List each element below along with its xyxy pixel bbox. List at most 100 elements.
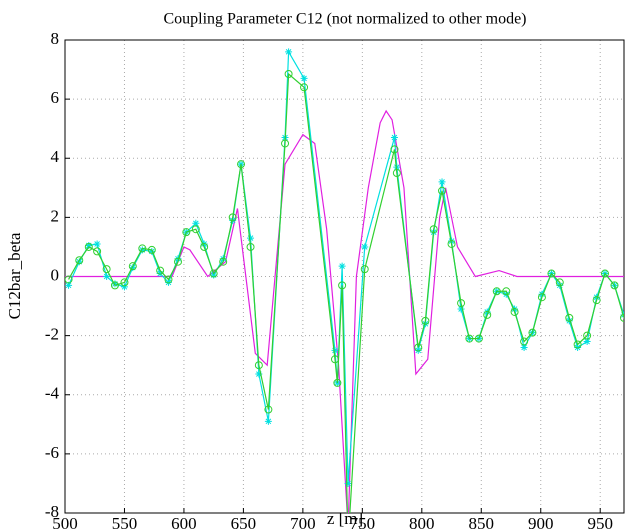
marker (210, 271, 218, 279)
x-tick-label: 850 (469, 514, 495, 530)
marker (474, 334, 483, 343)
y-tick-label: 6 (51, 88, 60, 107)
y-tick-label: 2 (51, 206, 60, 225)
marker (438, 178, 446, 186)
marker (574, 343, 582, 351)
marker (164, 275, 173, 284)
x-tick-label: 650 (231, 514, 257, 530)
x-tick-label: 750 (350, 514, 376, 530)
marker (573, 340, 582, 349)
marker (120, 278, 129, 287)
x-tick-label: 900 (528, 514, 554, 530)
marker (492, 287, 501, 296)
marker (620, 313, 624, 322)
marker (414, 346, 422, 354)
marker (182, 228, 191, 237)
y-tick-label: 8 (51, 29, 60, 48)
marker (344, 479, 352, 487)
x-tick-label: 950 (587, 514, 613, 530)
y-tick-label: -8 (45, 502, 59, 521)
marker (610, 281, 619, 290)
marker (93, 247, 102, 256)
x-tick-label: 550 (112, 514, 138, 530)
series-line (68, 72, 624, 513)
y-tick-label: -2 (45, 325, 59, 344)
marker (174, 255, 182, 263)
series-line (65, 109, 624, 513)
y-tick-label: -6 (45, 443, 59, 462)
marker (192, 219, 200, 227)
marker (228, 213, 237, 222)
marker (390, 145, 399, 154)
marker (75, 256, 84, 265)
marker (510, 307, 519, 316)
marker (191, 225, 200, 234)
y-axis-label: C12bar_beta (5, 232, 24, 319)
marker (219, 255, 227, 263)
x-axis-label: z [m] (327, 509, 363, 528)
marker (75, 258, 83, 266)
marker (129, 264, 137, 272)
marker (520, 343, 528, 351)
marker (84, 242, 93, 251)
marker (284, 69, 293, 78)
marker (392, 169, 401, 178)
marker (338, 262, 346, 270)
marker (93, 240, 101, 248)
marker (593, 293, 601, 301)
marker (164, 278, 172, 286)
marker (360, 265, 369, 274)
marker (457, 305, 465, 313)
x-tick-label: 800 (409, 514, 435, 530)
marker (65, 281, 73, 289)
marker (156, 270, 164, 278)
marker (120, 283, 128, 291)
marker (111, 280, 119, 288)
marker (390, 134, 398, 142)
marker (219, 257, 228, 266)
marker (511, 305, 519, 313)
marker (247, 234, 255, 242)
marker (209, 269, 218, 278)
marker (565, 317, 573, 325)
y-tick-label: 4 (51, 147, 60, 166)
marker (600, 269, 609, 278)
marker (102, 265, 111, 274)
marker (237, 160, 246, 169)
marker (502, 287, 511, 296)
marker (173, 257, 182, 266)
marker (556, 281, 564, 289)
marker (255, 370, 263, 378)
marker (520, 337, 529, 346)
marker (438, 186, 447, 195)
marker (138, 246, 146, 254)
marker (147, 245, 156, 254)
marker (483, 308, 491, 316)
marker (565, 313, 574, 322)
marker (138, 244, 147, 253)
marker (246, 242, 255, 251)
marker (538, 290, 546, 298)
marker (483, 310, 492, 319)
marker (338, 281, 347, 290)
marker (502, 290, 510, 298)
marker (200, 242, 209, 251)
marker (447, 239, 456, 248)
chart-title: Coupling Parameter C12 (not normalized t… (163, 11, 526, 28)
marker (128, 262, 137, 271)
marker (300, 74, 308, 82)
marker (537, 293, 546, 302)
marker (429, 225, 438, 234)
marker (331, 346, 339, 354)
marker (110, 281, 119, 290)
y-tick-label: 0 (51, 265, 60, 284)
x-tick-label: 600 (171, 514, 197, 530)
marker (65, 275, 73, 284)
marker (465, 334, 474, 343)
marker (547, 269, 556, 278)
marker (333, 378, 342, 387)
marker (592, 296, 601, 305)
x-tick-label: 500 (52, 514, 78, 530)
x-tick-label: 700 (290, 514, 316, 530)
marker (583, 338, 591, 346)
